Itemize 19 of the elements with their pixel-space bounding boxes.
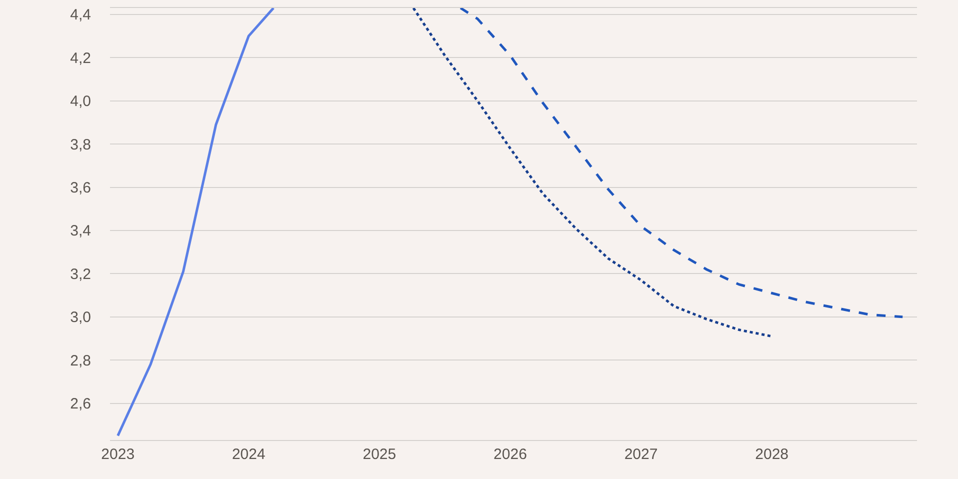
y-tick-label: 3,2 — [70, 266, 91, 283]
x-tick-label: 2023 — [101, 446, 135, 463]
x-tick-label: 2025 — [362, 446, 396, 463]
y-tick-label: 4,4 — [70, 6, 91, 24]
x-tick-label: 2024 — [232, 446, 266, 463]
x-tick-label: 2028 — [755, 446, 789, 463]
y-tick-label: 4,0 — [70, 93, 91, 110]
y-tick-label: 2,6 — [70, 396, 91, 413]
y-tick-label: 3,6 — [70, 180, 91, 197]
line-series — [116, 8, 275, 437]
y-tick-label: 4,2 — [70, 50, 91, 67]
y-tick-label: 3,4 — [70, 222, 91, 240]
x-tick-label: 2026 — [494, 446, 527, 463]
y-tick-label: 3,0 — [70, 309, 91, 326]
line-series — [412, 8, 774, 338]
line-series — [459, 8, 904, 318]
y-tick-label: 3,8 — [70, 136, 91, 154]
y-tick-label: 2,8 — [70, 352, 91, 370]
x-tick-label: 2027 — [624, 446, 658, 463]
